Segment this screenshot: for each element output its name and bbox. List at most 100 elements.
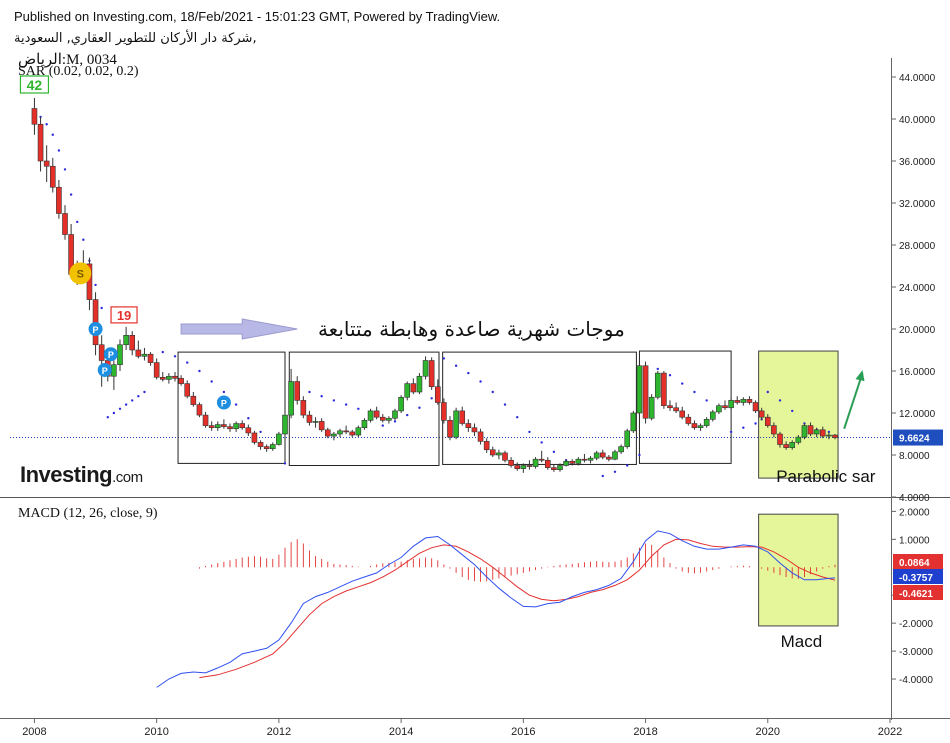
sar-dot — [143, 390, 146, 394]
sar-dot — [234, 403, 238, 406]
candle-up — [214, 424, 221, 428]
candle-up — [624, 430, 631, 447]
candle-down — [49, 165, 56, 188]
candle-up — [361, 420, 368, 429]
sar-dot — [729, 430, 733, 434]
price-tick-label: 24.0000 — [899, 283, 936, 294]
sar-dot — [705, 399, 708, 402]
candle-down — [239, 423, 246, 428]
candle-down — [685, 416, 692, 424]
candle-up — [111, 364, 117, 377]
event-marker-icon — [103, 347, 118, 362]
candle-up — [367, 410, 374, 421]
sar-dot — [503, 403, 507, 406]
sar-dot — [613, 470, 617, 473]
sar-dot — [51, 133, 54, 136]
sar-dot — [45, 123, 48, 126]
sar-dot — [638, 453, 641, 457]
candle-down — [514, 465, 521, 469]
sar-dot — [76, 220, 79, 224]
time-tick-label: 2008 — [22, 726, 46, 738]
high-flag-box — [19, 75, 50, 94]
candle-up — [826, 434, 832, 437]
sar-dot — [742, 426, 745, 429]
macd-value-badge — [893, 585, 943, 600]
candle-down — [551, 467, 557, 471]
candle-up — [331, 433, 337, 437]
time-tick-label: 2022 — [878, 726, 902, 738]
candle-down — [465, 423, 472, 428]
macd-tick-label: -3.0000 — [899, 647, 933, 658]
candle-down — [379, 416, 386, 421]
candle-up — [593, 452, 600, 459]
sar-dot — [161, 350, 164, 354]
wave-box — [442, 351, 637, 465]
candle-down — [428, 360, 435, 388]
candle-up — [392, 410, 398, 419]
candle-down — [324, 429, 331, 437]
candle-up — [612, 451, 618, 460]
macd-value-label: -0.4621 — [899, 589, 933, 600]
sar-dot — [516, 416, 519, 419]
event-marker-label: P — [93, 325, 99, 335]
event-marker-label: P — [102, 366, 108, 376]
candle-down — [98, 344, 105, 361]
candle-up — [618, 446, 624, 453]
sar-dot — [406, 413, 409, 417]
low-flag-label: 19 — [117, 308, 131, 323]
candle-down — [294, 381, 301, 401]
sar-dot — [332, 399, 336, 402]
parabolic-sar-note: Parabolic sar — [776, 467, 876, 486]
candle-up — [453, 410, 459, 438]
candle-down — [581, 458, 588, 461]
candle-down — [190, 395, 197, 405]
candle-up — [703, 418, 710, 426]
candle-down — [263, 446, 270, 450]
candle-down — [722, 405, 728, 409]
candle-down — [153, 362, 160, 378]
candle-down — [172, 375, 178, 379]
candle-down — [752, 402, 759, 412]
candle-down — [202, 414, 209, 426]
candle-up — [288, 381, 294, 416]
candle-up — [337, 430, 343, 435]
candle-down — [569, 460, 576, 464]
wave-box — [177, 351, 286, 464]
candle-up — [709, 411, 716, 420]
candle-up — [575, 458, 582, 464]
candle-down — [31, 108, 38, 125]
sar-dot — [308, 390, 311, 394]
candle-down — [502, 452, 508, 461]
wave-box — [288, 351, 440, 467]
sar-indicator-label: SAR (0.02, 0.02, 0.2) — [18, 64, 139, 79]
candle-up — [795, 436, 802, 443]
investing-logo: Investing.com — [20, 462, 143, 487]
sar-dot — [442, 357, 446, 360]
candle-down — [184, 383, 191, 397]
high-flag-label: 42 — [27, 77, 43, 93]
candle-down — [37, 123, 44, 162]
event-marker-icon — [216, 395, 231, 410]
last-price-label: 9.6624 — [899, 434, 930, 445]
candle-down — [832, 434, 838, 438]
candle-up — [404, 383, 411, 398]
sar-dot — [222, 390, 226, 394]
candle-down — [300, 400, 307, 416]
candle-down — [679, 410, 686, 418]
candle-down — [599, 452, 606, 458]
macd-tick-label: 2.0000 — [899, 507, 930, 518]
sar-dot — [198, 369, 201, 373]
sar-dot — [754, 422, 757, 425]
price-tick-label: 4.0000 — [899, 493, 930, 504]
sar-dot — [106, 416, 109, 419]
candle-down — [477, 431, 484, 442]
candle-down — [343, 430, 349, 433]
exchange-symbol: الرياض:M, 0034 — [18, 52, 117, 68]
price-tick-label: 8.0000 — [899, 451, 930, 462]
candle-down — [373, 410, 380, 418]
sar-dot — [118, 407, 122, 410]
last-price-badge — [893, 429, 943, 446]
price-tick-label: 36.0000 — [899, 157, 936, 168]
candle-down — [410, 383, 417, 393]
trend-arrow — [180, 318, 298, 340]
